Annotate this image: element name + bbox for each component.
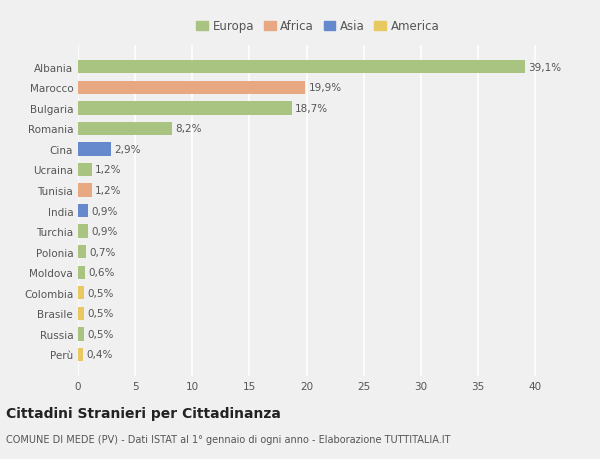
Bar <box>78 286 84 300</box>
Text: 39,1%: 39,1% <box>528 62 562 73</box>
Bar <box>78 225 88 238</box>
Text: 2,9%: 2,9% <box>115 145 141 155</box>
Text: 0,7%: 0,7% <box>89 247 116 257</box>
Text: 0,9%: 0,9% <box>92 227 118 237</box>
Bar <box>78 61 525 74</box>
Legend: Europa, Africa, Asia, America: Europa, Africa, Asia, America <box>196 21 440 34</box>
Bar <box>78 328 84 341</box>
Text: 0,5%: 0,5% <box>87 309 113 319</box>
Bar <box>78 266 85 280</box>
Text: 1,2%: 1,2% <box>95 185 122 196</box>
Bar <box>78 184 92 197</box>
Text: 19,9%: 19,9% <box>309 83 342 93</box>
Text: 0,9%: 0,9% <box>92 206 118 216</box>
Bar <box>78 246 86 259</box>
Text: 0,6%: 0,6% <box>88 268 115 278</box>
Text: 0,5%: 0,5% <box>87 288 113 298</box>
Text: 18,7%: 18,7% <box>295 104 328 113</box>
Text: Cittadini Stranieri per Cittadinanza: Cittadini Stranieri per Cittadinanza <box>6 406 281 420</box>
Bar <box>78 348 83 361</box>
Bar <box>78 102 292 115</box>
Bar <box>78 123 172 136</box>
Bar <box>78 307 84 320</box>
Text: 0,5%: 0,5% <box>87 329 113 339</box>
Bar <box>78 163 92 177</box>
Bar <box>78 204 88 218</box>
Text: 1,2%: 1,2% <box>95 165 122 175</box>
Text: 8,2%: 8,2% <box>175 124 202 134</box>
Text: 0,4%: 0,4% <box>86 350 112 360</box>
Text: COMUNE DI MEDE (PV) - Dati ISTAT al 1° gennaio di ogni anno - Elaborazione TUTTI: COMUNE DI MEDE (PV) - Dati ISTAT al 1° g… <box>6 434 451 444</box>
Bar <box>78 81 305 95</box>
Bar <box>78 143 111 156</box>
